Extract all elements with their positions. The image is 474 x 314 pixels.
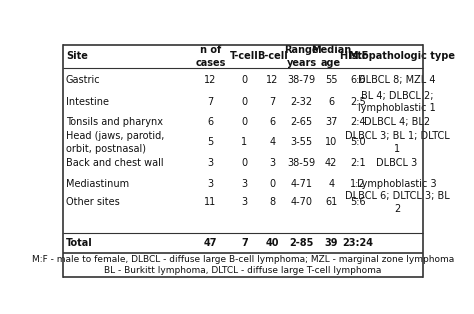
Text: 0: 0 (241, 117, 247, 127)
Text: Gastric: Gastric (66, 75, 100, 85)
Text: 7: 7 (208, 97, 214, 107)
Text: Back and chest wall: Back and chest wall (66, 158, 164, 168)
Text: Range
years: Range years (284, 45, 319, 68)
Text: 3: 3 (208, 158, 214, 168)
Text: DLBCL 3: DLBCL 3 (376, 158, 418, 168)
Text: 5:0: 5:0 (350, 138, 366, 148)
Text: 3: 3 (269, 158, 275, 168)
Text: 4-71: 4-71 (291, 179, 313, 189)
Text: Mediastinum: Mediastinum (66, 179, 129, 189)
Text: 37: 37 (325, 117, 337, 127)
Text: DLBCL 6; DLTCL 3; BL
2: DLBCL 6; DLTCL 3; BL 2 (345, 191, 449, 214)
Text: 0: 0 (241, 158, 247, 168)
Text: 4: 4 (328, 179, 334, 189)
Text: 12: 12 (266, 75, 279, 85)
Text: Head (jaws, parotid,
orbit, postnasal): Head (jaws, parotid, orbit, postnasal) (66, 131, 164, 154)
Text: 61: 61 (325, 198, 337, 207)
Text: 5:6: 5:6 (350, 198, 366, 207)
Text: 3: 3 (241, 198, 247, 207)
Text: 6: 6 (269, 117, 275, 127)
Text: n of
cases: n of cases (195, 45, 226, 68)
Text: 2-85: 2-85 (290, 238, 314, 248)
Text: 2:4: 2:4 (350, 117, 366, 127)
Text: 0: 0 (269, 179, 275, 189)
Text: Intestine: Intestine (66, 97, 109, 107)
Text: 0: 0 (241, 97, 247, 107)
Text: 1:2: 1:2 (350, 179, 366, 189)
Text: 47: 47 (204, 238, 217, 248)
Text: M:F: M:F (348, 51, 368, 61)
Text: DLBCL 3; BL 1; DLTCL
1: DLBCL 3; BL 1; DLTCL 1 (345, 131, 449, 154)
Text: DLBCL 4; BL2: DLBCL 4; BL2 (364, 117, 430, 127)
Text: 38-59: 38-59 (288, 158, 316, 168)
Text: 7: 7 (269, 97, 275, 107)
Text: B-cell: B-cell (257, 51, 288, 61)
Text: 6: 6 (208, 117, 214, 127)
Text: Site: Site (66, 51, 88, 61)
Text: 11: 11 (204, 198, 217, 207)
Text: 6: 6 (328, 97, 334, 107)
Text: DLBCL 8; MZL 4: DLBCL 8; MZL 4 (358, 75, 436, 85)
Text: 2-32: 2-32 (291, 97, 313, 107)
Text: Lymphoblastic 3: Lymphoblastic 3 (357, 179, 437, 189)
Text: 4: 4 (269, 138, 275, 148)
Text: 2-65: 2-65 (291, 117, 313, 127)
Text: 5: 5 (208, 138, 214, 148)
Text: 12: 12 (204, 75, 217, 85)
Text: 3: 3 (241, 179, 247, 189)
Text: T-cell: T-cell (230, 51, 259, 61)
Text: 0: 0 (241, 75, 247, 85)
Text: 7: 7 (241, 238, 248, 248)
Text: 6:6: 6:6 (350, 75, 366, 85)
Text: 39: 39 (324, 238, 338, 248)
Text: 40: 40 (266, 238, 279, 248)
Text: Histopathologic type: Histopathologic type (339, 51, 455, 61)
Text: 10: 10 (325, 138, 337, 148)
Text: 3: 3 (208, 179, 214, 189)
Text: 1: 1 (241, 138, 247, 148)
Text: M:F - male to female, DLBCL - diffuse large B-cell lymphoma; MZL - marginal zone: M:F - male to female, DLBCL - diffuse la… (32, 255, 454, 275)
Text: 38-79: 38-79 (288, 75, 316, 85)
Text: 55: 55 (325, 75, 337, 85)
Text: 2:1: 2:1 (350, 158, 366, 168)
Text: 23:24: 23:24 (343, 238, 374, 248)
Text: 8: 8 (269, 198, 275, 207)
Text: 4-70: 4-70 (291, 198, 313, 207)
Text: Other sites: Other sites (66, 198, 119, 207)
Text: Median
age: Median age (311, 45, 351, 68)
Text: 42: 42 (325, 158, 337, 168)
Text: 2:5: 2:5 (350, 97, 366, 107)
Text: Tonsils and pharynx: Tonsils and pharynx (66, 117, 163, 127)
Text: Total: Total (66, 238, 92, 248)
Text: BL 4; DLBCL 2;
lymphoblastic 1: BL 4; DLBCL 2; lymphoblastic 1 (358, 91, 436, 113)
Text: 3-55: 3-55 (291, 138, 313, 148)
